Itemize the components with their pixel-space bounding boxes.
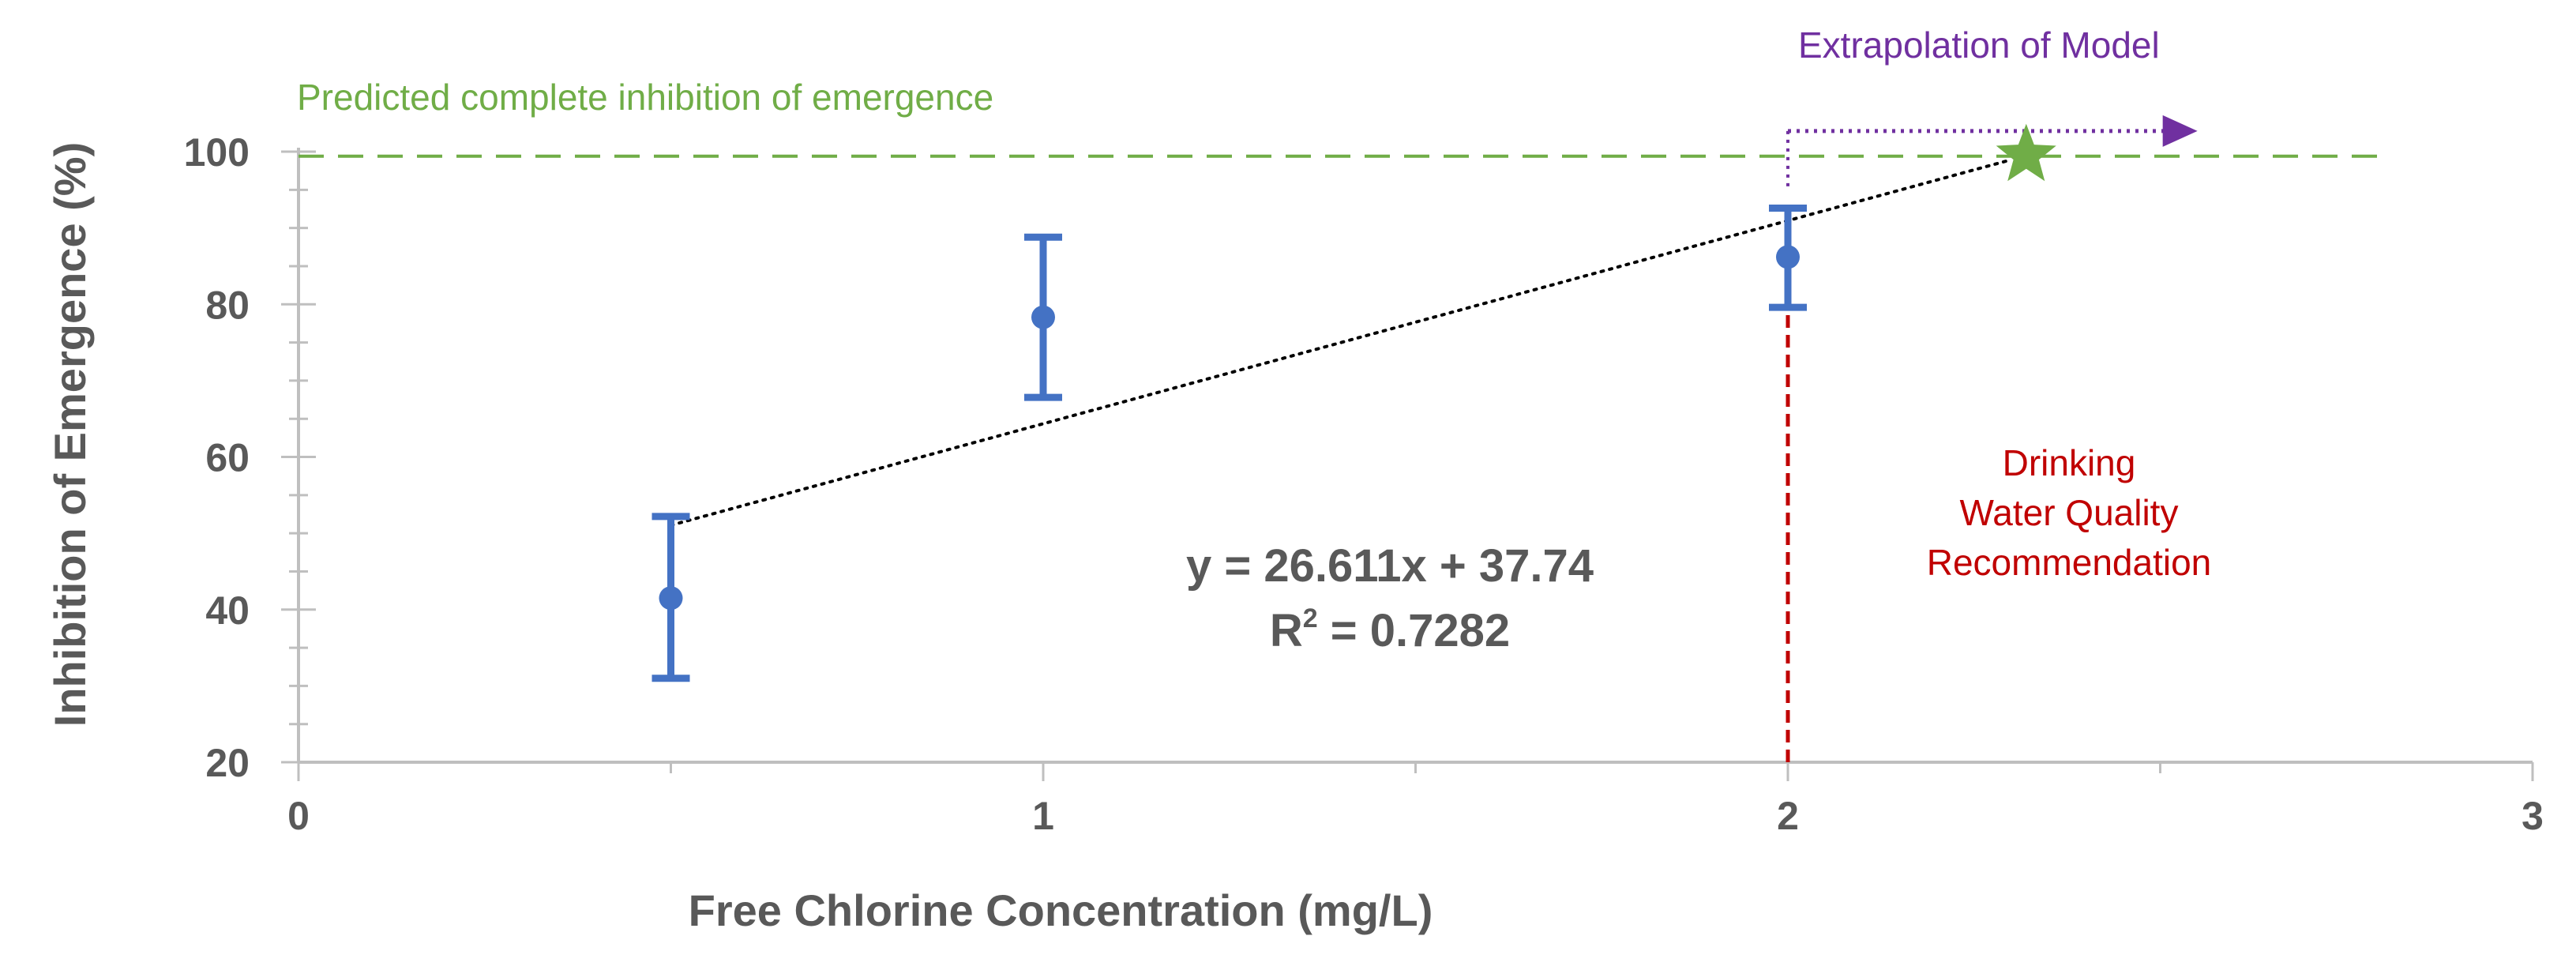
x-tick-label: 1 [1032, 794, 1054, 838]
drinking-water-label-line-3: Recommendation [1927, 542, 2212, 583]
axes [281, 148, 2534, 781]
r-squared-value: = 0.7282 [1318, 605, 1511, 656]
r-squared-superscript: 2 [1303, 603, 1318, 633]
trendline-r-squared: R2 = 0.7282 [1270, 603, 1510, 656]
y-tick-label: 80 [205, 283, 250, 327]
x-tick-label: 3 [2522, 794, 2544, 838]
extrapolation-arrow-head [2162, 115, 2198, 147]
error-bars [652, 205, 1807, 682]
drinking-water-label-line-2: Water Quality [1960, 492, 2179, 533]
data-point [1031, 305, 1055, 329]
x-tick-label: 2 [1777, 794, 1799, 838]
y-axis-title: Inhibition of Emergence (%) [45, 142, 95, 727]
y-tick-label: 100 [184, 130, 250, 175]
reference-lines [299, 115, 2381, 762]
trendline [669, 158, 2013, 528]
y-tick-label: 40 [205, 588, 250, 633]
x-tick-label: 0 [287, 794, 310, 838]
y-tick-label: 60 [205, 436, 250, 480]
extrapolation-label: Extrapolation of Model [1798, 24, 2160, 66]
r-squared-letter: R [1270, 605, 1303, 656]
data-point [1776, 245, 1800, 269]
data-points [659, 123, 2056, 611]
drinking-water-label-line-1: Drinking [2003, 442, 2136, 483]
trendline-group [669, 158, 2013, 528]
tick-labels: 20 40 60 80 100 0 1 2 3 [184, 130, 2544, 838]
trendline-equation: y = 26.611x + 37.74 [1186, 540, 1594, 592]
complete-inhibition-label: Predicted complete inhibition of emergen… [297, 77, 993, 118]
data-point [659, 586, 683, 611]
y-tick-label: 20 [205, 741, 250, 785]
star-marker [1996, 123, 2056, 182]
x-axis-title: Free Chlorine Concentration (mg/L) [689, 885, 1433, 935]
